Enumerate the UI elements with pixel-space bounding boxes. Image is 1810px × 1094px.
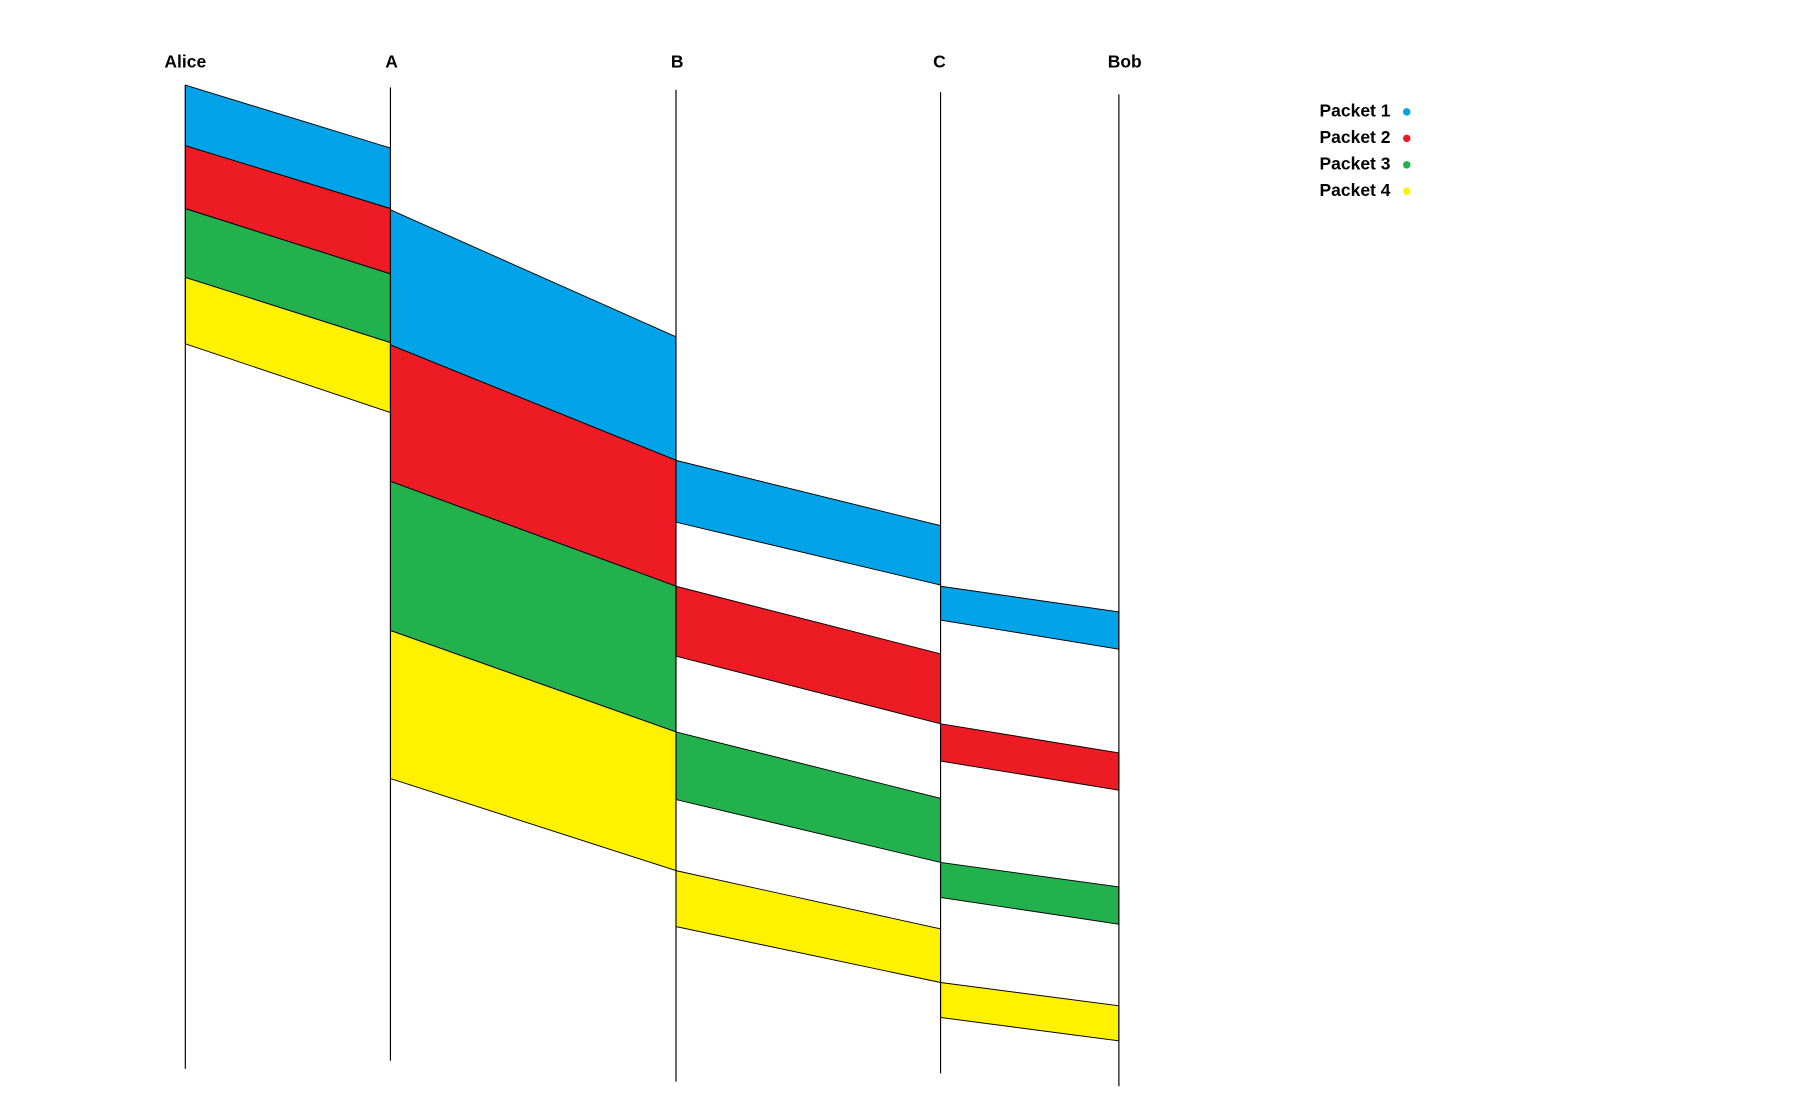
legend-label: Packet 2 [1320, 127, 1391, 147]
packet-segment [940, 585, 1120, 650]
node-label: A [385, 52, 398, 72]
node-label: Bob [1108, 52, 1142, 72]
node-label: C [933, 52, 946, 72]
node-label: B [671, 52, 684, 72]
packet-segment [940, 861, 1120, 925]
packet-segment [675, 870, 942, 984]
legend-dot [1403, 108, 1411, 116]
legend-label: Packet 4 [1320, 180, 1391, 200]
legend-dot [1403, 134, 1411, 143]
packet-segment [940, 981, 1120, 1042]
packet-segment [675, 585, 942, 725]
legend-dot [1403, 187, 1411, 195]
packet-segment [940, 723, 1120, 791]
packet-segment [675, 731, 942, 864]
canvas: Alice A B C Bob Packet 1 Packet 2 Packet 3 Packe… [164, 52, 1411, 1087]
legend-label: Packet 3 [1320, 153, 1391, 173]
legend-dot [1403, 161, 1411, 169]
packet-segment [675, 459, 942, 586]
node-label: Alice [164, 52, 206, 72]
legend-label: Packet 1 [1320, 101, 1391, 121]
